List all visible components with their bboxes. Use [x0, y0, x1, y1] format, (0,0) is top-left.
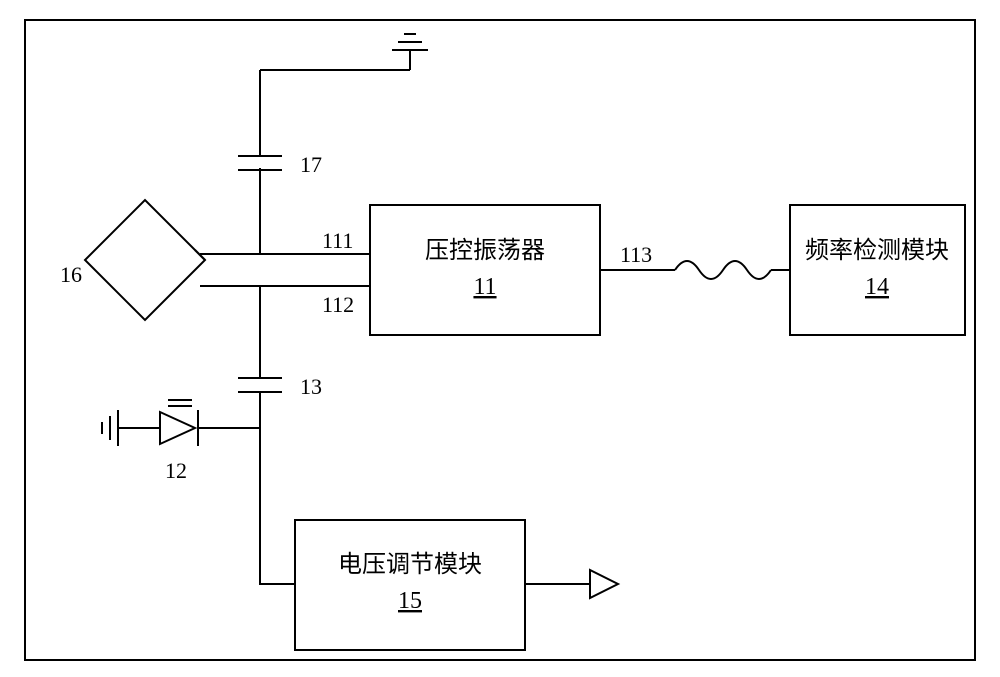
pin113-label: 113 [620, 242, 652, 267]
vco-block [370, 205, 600, 335]
pin111-label: 111 [322, 228, 353, 253]
cap13-label: 13 [300, 374, 322, 399]
vreg-title: 电压调节模块 [338, 551, 482, 578]
antenna-16-label: 16 [60, 262, 82, 287]
vco-under: 11 [473, 274, 496, 300]
pin112-label: 112 [322, 292, 354, 317]
vreg-under: 15 [398, 588, 422, 614]
vreg-block [295, 520, 525, 650]
cap17-label: 17 [300, 152, 322, 177]
diode12-label: 12 [165, 458, 187, 483]
freq-title: 频率检测模块 [805, 237, 949, 264]
vco-title: 压控振荡器 [425, 237, 545, 264]
freq-block [790, 205, 965, 335]
freq-under: 14 [865, 274, 889, 300]
